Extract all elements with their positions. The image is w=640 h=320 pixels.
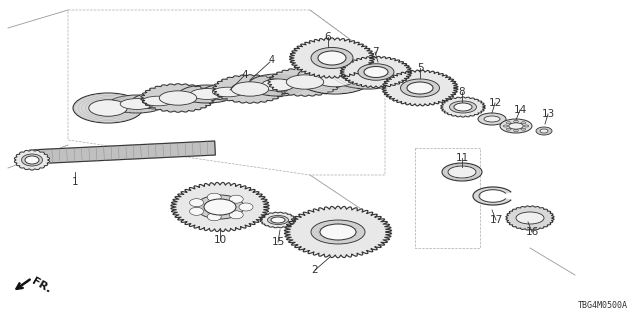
- Ellipse shape: [506, 122, 511, 124]
- Ellipse shape: [297, 62, 373, 94]
- Ellipse shape: [204, 199, 236, 215]
- Ellipse shape: [207, 213, 221, 221]
- Ellipse shape: [442, 163, 482, 181]
- Ellipse shape: [524, 125, 529, 127]
- Ellipse shape: [509, 123, 524, 129]
- Text: 12: 12: [488, 98, 502, 108]
- Text: 2: 2: [312, 265, 318, 275]
- Ellipse shape: [239, 203, 253, 211]
- Ellipse shape: [132, 93, 184, 109]
- Text: 4: 4: [269, 55, 275, 65]
- Ellipse shape: [314, 69, 356, 87]
- Ellipse shape: [318, 51, 346, 65]
- Polygon shape: [268, 68, 342, 96]
- Polygon shape: [340, 56, 412, 88]
- Ellipse shape: [449, 101, 477, 113]
- Ellipse shape: [248, 74, 308, 96]
- Ellipse shape: [358, 64, 394, 80]
- Ellipse shape: [262, 79, 294, 91]
- Polygon shape: [260, 212, 296, 228]
- Polygon shape: [284, 206, 392, 258]
- Ellipse shape: [364, 67, 388, 77]
- Text: 10: 10: [213, 235, 227, 245]
- Ellipse shape: [202, 84, 254, 100]
- Ellipse shape: [189, 199, 204, 207]
- Ellipse shape: [268, 215, 289, 225]
- Polygon shape: [382, 70, 458, 106]
- Text: 1: 1: [72, 177, 78, 187]
- Ellipse shape: [159, 91, 196, 105]
- Ellipse shape: [516, 212, 544, 224]
- Text: 7: 7: [372, 47, 378, 57]
- Polygon shape: [473, 187, 511, 205]
- Text: 11: 11: [456, 153, 468, 163]
- Ellipse shape: [231, 82, 269, 96]
- Polygon shape: [29, 141, 215, 164]
- Ellipse shape: [286, 75, 324, 89]
- Text: 8: 8: [459, 87, 465, 97]
- Ellipse shape: [189, 207, 204, 215]
- Ellipse shape: [401, 79, 440, 97]
- Ellipse shape: [506, 128, 511, 130]
- Ellipse shape: [179, 85, 235, 103]
- Text: 15: 15: [271, 237, 285, 247]
- Polygon shape: [141, 84, 215, 112]
- Ellipse shape: [347, 64, 389, 82]
- Ellipse shape: [229, 211, 243, 219]
- Ellipse shape: [229, 195, 243, 203]
- Text: 5: 5: [417, 63, 423, 73]
- Ellipse shape: [196, 195, 244, 219]
- Polygon shape: [506, 206, 554, 230]
- Polygon shape: [441, 97, 485, 117]
- Polygon shape: [289, 38, 374, 78]
- Ellipse shape: [311, 47, 353, 68]
- Text: 13: 13: [541, 109, 555, 119]
- Text: 17: 17: [490, 215, 502, 225]
- Ellipse shape: [271, 217, 285, 223]
- Ellipse shape: [207, 193, 221, 201]
- Polygon shape: [171, 182, 269, 232]
- Polygon shape: [213, 75, 287, 103]
- Text: 16: 16: [525, 227, 539, 237]
- Ellipse shape: [521, 128, 525, 130]
- Text: TBG4M0500A: TBG4M0500A: [578, 301, 628, 310]
- Ellipse shape: [448, 166, 476, 178]
- Text: FR.: FR.: [30, 276, 52, 295]
- Ellipse shape: [540, 129, 548, 133]
- Ellipse shape: [503, 125, 508, 127]
- Ellipse shape: [109, 95, 165, 113]
- Ellipse shape: [212, 87, 244, 97]
- Ellipse shape: [536, 127, 552, 135]
- Ellipse shape: [514, 120, 518, 123]
- Ellipse shape: [190, 89, 224, 100]
- Polygon shape: [14, 150, 50, 170]
- Ellipse shape: [89, 100, 127, 116]
- Ellipse shape: [484, 116, 500, 122]
- Text: 4: 4: [242, 70, 248, 80]
- Ellipse shape: [120, 99, 154, 109]
- Text: 6: 6: [324, 32, 332, 42]
- Ellipse shape: [521, 122, 525, 124]
- Ellipse shape: [22, 154, 42, 166]
- Ellipse shape: [25, 156, 39, 164]
- Ellipse shape: [500, 119, 532, 133]
- Ellipse shape: [311, 220, 365, 244]
- Ellipse shape: [478, 113, 506, 125]
- Ellipse shape: [454, 103, 472, 111]
- Ellipse shape: [143, 96, 173, 106]
- Text: 14: 14: [513, 105, 527, 115]
- Ellipse shape: [320, 224, 356, 240]
- Ellipse shape: [330, 57, 406, 89]
- Ellipse shape: [514, 130, 518, 132]
- Ellipse shape: [407, 82, 433, 94]
- Ellipse shape: [73, 93, 143, 123]
